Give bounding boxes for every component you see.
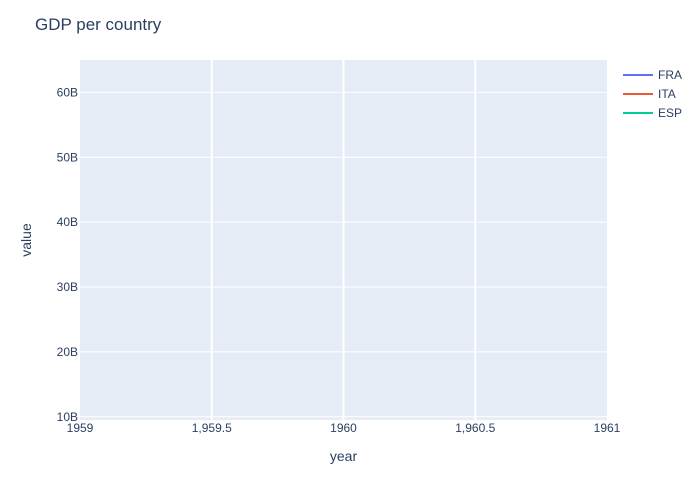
y-tick-label: 10B — [57, 410, 78, 424]
legend-item-ita[interactable]: ITA — [623, 87, 676, 101]
x-tick-label: 1,959.5 — [192, 421, 232, 435]
legend[interactable]: FRA ITA ESP — [623, 68, 682, 120]
y-tick-label: 20B — [57, 345, 78, 359]
x-tick-label: 1,960.5 — [455, 421, 495, 435]
x-tick-label: 1960 — [330, 421, 357, 435]
x-axis-ticks: 1959 1,959.5 1960 1,960.5 1961 — [67, 421, 621, 435]
y-axis-ticks: 10B 20B 30B 40B 50B 60B — [57, 85, 78, 423]
y-tick-label: 30B — [57, 280, 78, 294]
legend-item-esp[interactable]: ESP — [623, 106, 682, 120]
y-tick-label: 60B — [57, 85, 78, 99]
legend-item-fra[interactable]: FRA — [623, 68, 682, 82]
x-tick-label: 1959 — [67, 421, 94, 435]
legend-label: ITA — [658, 87, 676, 101]
x-axis-title: year — [330, 448, 358, 464]
y-tick-label: 40B — [57, 215, 78, 229]
y-axis-title: value — [18, 223, 34, 257]
grid-lines — [80, 60, 607, 420]
legend-label: ESP — [658, 106, 682, 120]
chart-title: GDP per country — [35, 15, 162, 34]
x-tick-label: 1961 — [594, 421, 621, 435]
legend-label: FRA — [658, 68, 682, 82]
y-tick-label: 50B — [57, 150, 78, 164]
